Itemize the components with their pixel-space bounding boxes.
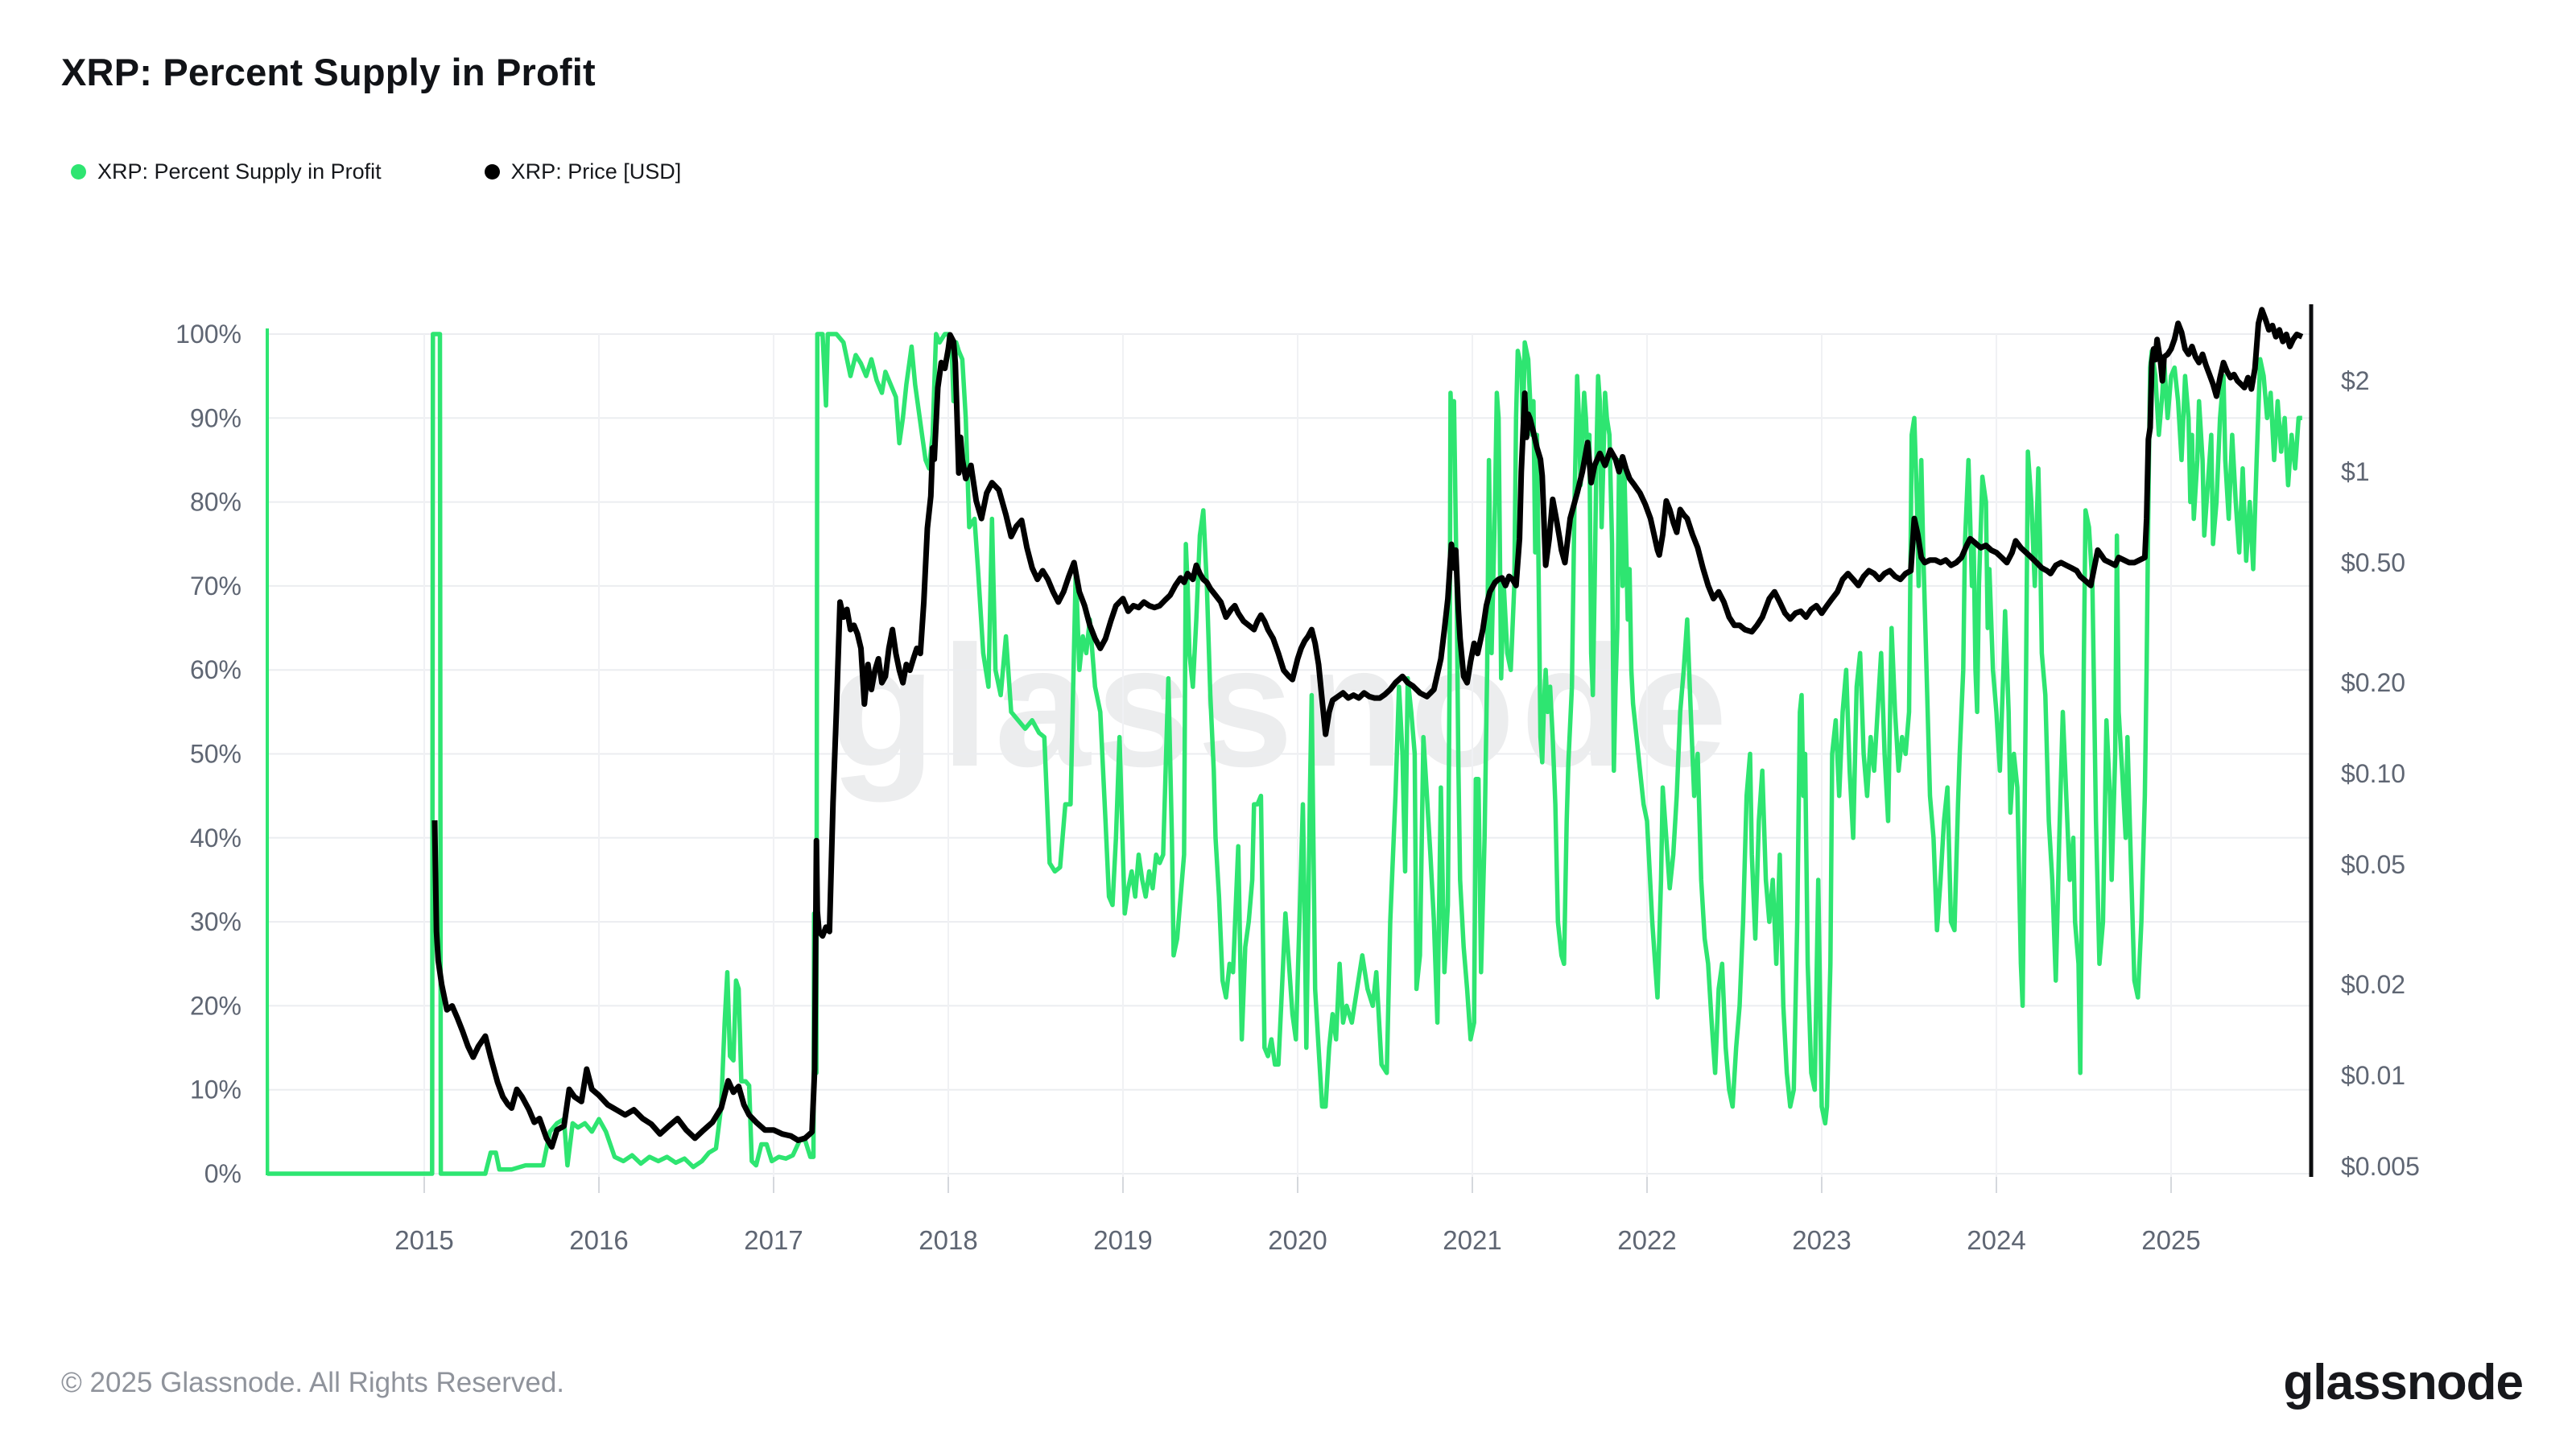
y-right-axis-label: $0.01 bbox=[2341, 1061, 2405, 1090]
y-left-axis-label: 80% bbox=[190, 488, 242, 517]
x-axis-label: 2025 bbox=[2141, 1225, 2200, 1255]
x-axis-label: 2020 bbox=[1268, 1225, 1327, 1255]
y-right-axis-label: $2 bbox=[2341, 366, 2370, 395]
legend-label: XRP: Price [USD] bbox=[510, 159, 682, 184]
legend: XRP: Percent Supply in Profit XRP: Price… bbox=[71, 159, 784, 184]
x-axis-label: 2019 bbox=[1093, 1225, 1152, 1255]
legend-item-supply-in-profit[interactable]: XRP: Percent Supply in Profit bbox=[71, 159, 382, 184]
legend-label: XRP: Percent Supply in Profit bbox=[97, 159, 382, 184]
y-right-axis-label: $1 bbox=[2341, 457, 2370, 486]
y-left-axis-label: 70% bbox=[190, 572, 242, 601]
chart-title: XRP: Percent Supply in Profit bbox=[61, 51, 596, 93]
x-axis-label: 2021 bbox=[1443, 1225, 1501, 1255]
y-right-axis-label: $0.20 bbox=[2341, 668, 2405, 697]
y-right-axis-label: $0.05 bbox=[2341, 850, 2405, 879]
y-left-axis-label: 40% bbox=[190, 824, 242, 852]
y-left-axis-label: 30% bbox=[190, 907, 242, 936]
legend-dot-green-icon bbox=[71, 164, 86, 180]
x-axis-label: 2018 bbox=[919, 1225, 977, 1255]
y-left-axis-label: 0% bbox=[204, 1159, 242, 1188]
y-right-axis-label: $0.005 bbox=[2341, 1152, 2420, 1181]
glassnode-logo: glassnode bbox=[2283, 1355, 2524, 1410]
series-line-price-usd[interactable] bbox=[431, 307, 2304, 1150]
y-left-axis-label: 100% bbox=[175, 320, 242, 349]
legend-item-price-usd[interactable]: XRP: Price [USD] bbox=[484, 159, 682, 184]
y-left-axis-label: 60% bbox=[190, 655, 242, 684]
x-axis-label: 2016 bbox=[569, 1225, 628, 1255]
y-left-axis-label: 90% bbox=[190, 403, 242, 432]
x-axis-label: 2024 bbox=[1967, 1225, 2025, 1255]
x-axis-label: 2015 bbox=[394, 1225, 453, 1255]
x-axis-label: 2017 bbox=[744, 1225, 803, 1255]
y-left-axis-label: 10% bbox=[190, 1075, 242, 1104]
x-axis-label: 2023 bbox=[1792, 1225, 1851, 1255]
y-left-axis-label: 50% bbox=[190, 740, 242, 769]
y-right-axis-label: $0.50 bbox=[2341, 548, 2405, 577]
y-left-axis-label: 20% bbox=[190, 991, 242, 1020]
series-line-supply-in-profit[interactable] bbox=[266, 332, 2302, 1176]
copyright-text: © 2025 Glassnode. All Rights Reserved. bbox=[61, 1367, 565, 1398]
y-right-axis-label: $0.02 bbox=[2341, 970, 2405, 999]
y-right-axis-label: $0.10 bbox=[2341, 759, 2405, 788]
x-axis-label: 2022 bbox=[1617, 1225, 1676, 1255]
legend-dot-black-icon bbox=[484, 164, 500, 180]
